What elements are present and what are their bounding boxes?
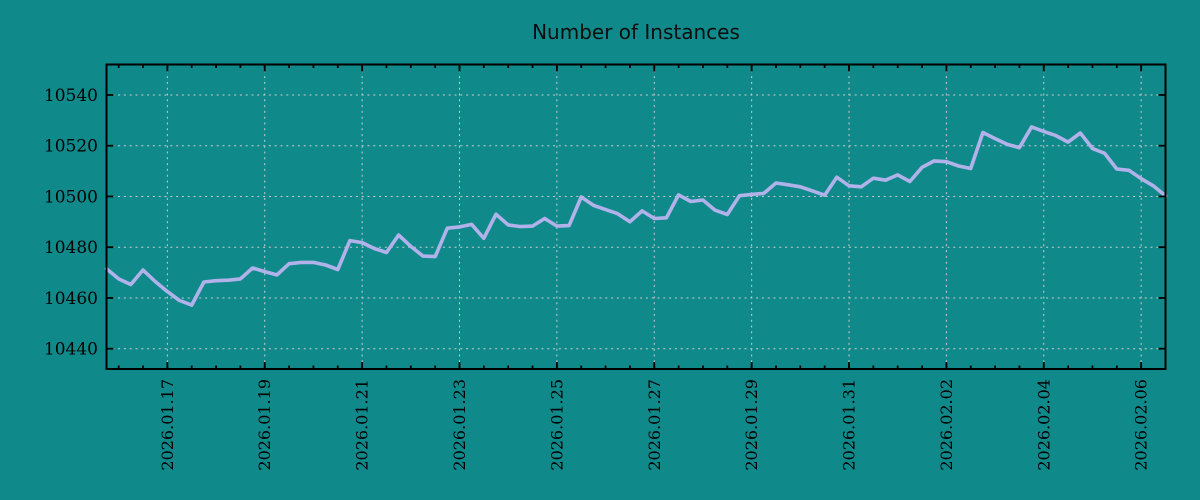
x-tick-label: 2026.01.27 [645, 379, 664, 471]
x-tick-label: 2026.01.19 [255, 379, 274, 471]
axis-ticks [106, 64, 1166, 369]
series-line [104, 125, 1168, 307]
x-tick-label: 2026.02.06 [1132, 379, 1151, 471]
x-tick-label: 2026.02.02 [937, 379, 956, 471]
x-tick-label: 2026.01.25 [547, 379, 566, 471]
y-tick-label: 10520 [44, 137, 98, 157]
x-tick-label: 2026.02.04 [1034, 379, 1053, 471]
y-tick-label: 10540 [44, 86, 98, 106]
x-tick-label: 2026.01.29 [742, 379, 761, 471]
y-tick-labels: 10440 10460 10480 10500 10520 10540 [44, 86, 98, 360]
x-tick-label: 2026.01.17 [158, 379, 177, 471]
y-tick-label: 10460 [44, 289, 98, 309]
y-tick-label: 10440 [44, 340, 98, 360]
x-tick-label: 2026.01.21 [353, 379, 372, 471]
plot-border [105, 63, 1167, 370]
x-tick-label: 2026.01.31 [840, 379, 859, 471]
chart-title: Number of Instances [532, 20, 740, 44]
y-tick-label: 10500 [44, 187, 98, 207]
gridlines [106, 64, 1166, 369]
x-tick-labels: 2026.01.17 2026.01.19 2026.01.21 2026.01.23… [158, 379, 1151, 471]
x-tick-label: 2026.01.23 [450, 379, 469, 471]
y-tick-label: 10480 [44, 238, 98, 258]
